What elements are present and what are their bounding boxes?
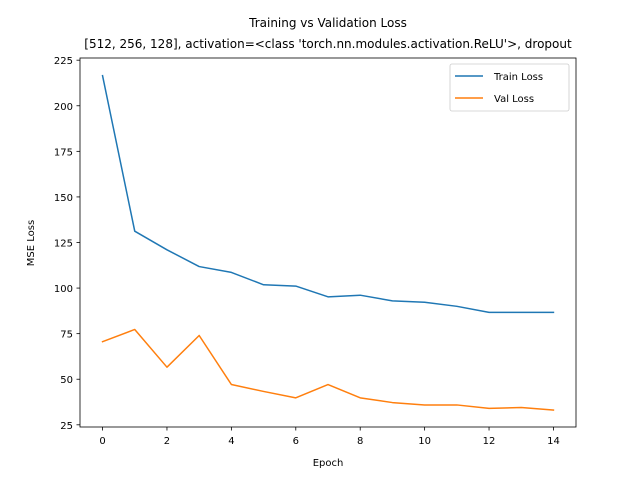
legend: Train Loss Val Loss: [449, 63, 570, 112]
y-tick-label: 225: [54, 56, 73, 67]
series-line-val-loss: [101, 328, 555, 411]
chart-title: Training vs Validation Loss: [248, 16, 407, 30]
legend-label-train-loss: Train Loss: [493, 72, 543, 83]
x-tick-label: 2: [164, 436, 170, 447]
x-tick-label: 14: [547, 436, 560, 447]
y-tick-label: 200: [54, 102, 73, 113]
x-tick-label: 0: [99, 436, 105, 447]
x-tick-label: 6: [293, 436, 299, 447]
y-tick-label: 50: [60, 375, 73, 386]
chart-subtitle: [512, 256, 128], activation=<class 'torc…: [84, 37, 572, 51]
x-tick-label: 12: [483, 436, 496, 447]
x-tick-label: 8: [357, 436, 363, 447]
series-line-train-loss: [101, 74, 555, 314]
y-tick-label: 150: [54, 193, 73, 204]
legend-label-val-loss: Val Loss: [494, 94, 534, 105]
y-tick-label: 75: [60, 330, 73, 341]
y-tick-label: 100: [54, 284, 73, 295]
x-tick-label: 10: [418, 436, 431, 447]
y-tick-label: 125: [54, 239, 73, 250]
x-tick-label: 4: [228, 436, 234, 447]
y-tick-label: 175: [54, 147, 73, 158]
plot-area: 0 2 4 6 8 10 12 14 25 50 75 100 125 150 175 200 225: [54, 56, 577, 447]
x-axis-label: Epoch: [313, 458, 344, 469]
y-tick-label: 25: [60, 421, 73, 432]
y-axis-label: MSE Loss: [26, 220, 37, 266]
